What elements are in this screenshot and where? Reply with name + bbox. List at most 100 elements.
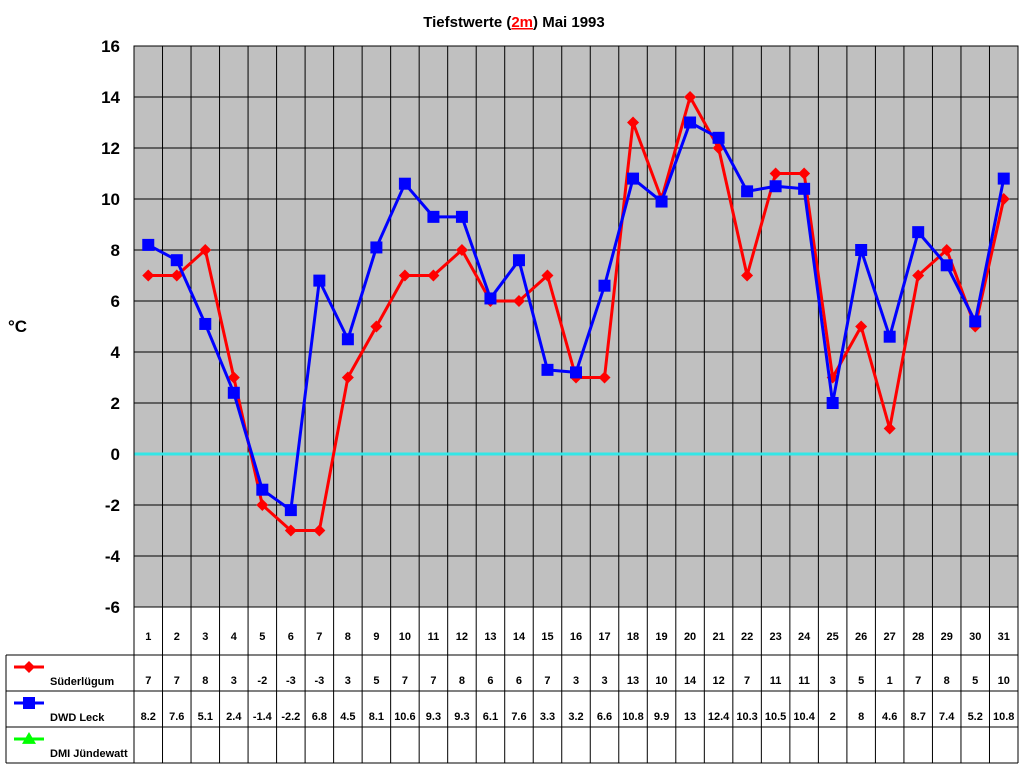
- y-tick-label: 16: [101, 37, 120, 56]
- data-point-dwd-leck: [769, 180, 782, 193]
- data-label-dwd-leck: 4.6: [882, 711, 897, 723]
- data-point-dwd-leck: [940, 259, 953, 272]
- data-point-dwd-leck: [712, 131, 725, 144]
- data-point-dwd-leck: [798, 182, 811, 195]
- x-tick-label: 2: [174, 631, 180, 643]
- data-label-dwd-leck: 6.6: [597, 711, 612, 723]
- data-label-s-derl-gum: 3: [231, 675, 237, 687]
- plot-area: 16 14 12 10 8 6 4 2 0 -2 -4 -6: [101, 37, 1019, 617]
- data-point-dwd-leck: [199, 317, 212, 330]
- data-point-dwd-leck: [427, 210, 440, 223]
- x-tick-label: 18: [627, 631, 639, 643]
- data-label-dwd-leck: 12.4: [708, 711, 730, 723]
- data-label-s-derl-gum: 14: [684, 675, 697, 687]
- data-point-dwd-leck: [655, 195, 668, 208]
- data-label-s-derl-gum: 8: [459, 675, 465, 687]
- data-label-dwd-leck: 8.1: [369, 711, 384, 723]
- data-label-dwd-leck: 7.6: [169, 711, 184, 723]
- data-point-dwd-leck: [370, 241, 383, 254]
- data-point-s-derl-gum: [627, 116, 640, 129]
- data-point-dwd-leck: [313, 274, 326, 287]
- data-label-s-derl-gum: 6: [487, 675, 493, 687]
- data-point-s-derl-gum: [170, 269, 183, 282]
- data-label-s-derl-gum: 8: [944, 675, 950, 687]
- legend-marker-dmi-j-ndewatt: [22, 732, 36, 744]
- data-point-s-derl-gum: [142, 269, 155, 282]
- x-tick-label: 21: [712, 631, 724, 643]
- y-tick-label: -2: [105, 496, 120, 515]
- x-tick-label: 27: [884, 631, 896, 643]
- data-point-dwd-leck: [512, 254, 525, 267]
- data-label-dwd-leck: 8.2: [141, 711, 156, 723]
- data-label-dwd-leck: 8: [858, 711, 864, 723]
- data-point-dwd-leck: [627, 172, 640, 185]
- data-point-s-derl-gum: [684, 91, 697, 103]
- data-label-s-derl-gum: 7: [744, 675, 750, 687]
- x-tick-label: 3: [202, 631, 208, 643]
- plot-border: [133, 45, 1019, 608]
- data-point-s-derl-gum: [883, 422, 896, 435]
- data-label-s-derl-gum: 5: [972, 675, 978, 687]
- data-label-s-derl-gum: 7: [145, 675, 151, 687]
- data-label-dwd-leck: -1.4: [253, 711, 273, 723]
- y-tick-label: -4: [105, 547, 121, 566]
- data-label-dwd-leck: 2.4: [226, 711, 242, 723]
- data-point-dwd-leck: [142, 238, 155, 251]
- data-point-dwd-leck: [826, 397, 839, 409]
- data-label-dwd-leck: 6.8: [312, 711, 327, 723]
- data-point-dwd-leck: [912, 226, 925, 239]
- data-label-dwd-leck: 9.3: [454, 711, 469, 723]
- chart-title-part1: Tiefstwerte (: [423, 14, 511, 31]
- x-tick-label: 4: [231, 631, 238, 643]
- data-label-s-derl-gum: 7: [402, 675, 408, 687]
- data-point-dwd-leck: [455, 210, 468, 223]
- data-point-s-derl-gum: [798, 167, 811, 180]
- y-tick-label: 12: [101, 139, 120, 158]
- data-point-s-derl-gum: [512, 295, 525, 307]
- data-table: 1 2 3 4 5 6 7 8 9 10 11 12 13 14 15 16 17 18 19 20 21 22 23 24 2…: [5, 607, 1019, 764]
- data-label-dwd-leck: 10.4: [793, 711, 815, 723]
- data-point-dwd-leck: [598, 279, 611, 292]
- y-tick-label: 10: [101, 190, 120, 209]
- data-label-s-derl-gum: 6: [516, 675, 522, 687]
- data-label-dwd-leck: 4.5: [340, 711, 355, 723]
- legend-marker-s-derl-gum: [23, 661, 35, 673]
- data-point-dwd-leck: [398, 177, 411, 190]
- data-point-dwd-leck: [883, 330, 896, 343]
- chart-title-part2: ) Mai 1993: [533, 14, 605, 31]
- data-label-s-derl-gum: 11: [770, 675, 782, 687]
- data-point-s-derl-gum: [398, 269, 411, 282]
- data-label-dwd-leck: 10.3: [736, 711, 757, 723]
- data-label-s-derl-gum: 10: [655, 675, 667, 687]
- x-tick-label: 19: [655, 631, 667, 643]
- data-label-dwd-leck: 2: [830, 711, 836, 723]
- data-label-s-derl-gum: 7: [915, 675, 921, 687]
- x-tick-label: 9: [373, 631, 379, 643]
- data-label-dwd-leck: 10.8: [993, 711, 1014, 723]
- y-tick-label: 4: [111, 343, 121, 362]
- data-point-dwd-leck: [684, 116, 697, 129]
- series-dwd-leck: [142, 116, 1010, 517]
- x-tick-label: 6: [288, 631, 294, 643]
- x-tick-label: 23: [769, 631, 781, 643]
- data-point-dwd-leck: [256, 483, 269, 496]
- data-label-dwd-leck: 9.3: [426, 711, 441, 723]
- data-label-s-derl-gum: 7: [430, 675, 436, 687]
- data-label-s-derl-gum: 11: [798, 675, 810, 687]
- data-label-s-derl-gum: -2: [257, 675, 267, 687]
- data-label-s-derl-gum: 1: [887, 675, 893, 687]
- data-point-dwd-leck: [997, 172, 1010, 185]
- x-tick-label: 15: [541, 631, 553, 643]
- data-point-s-derl-gum: [940, 244, 953, 256]
- data-point-s-derl-gum: [227, 371, 240, 384]
- data-label-s-derl-gum: 3: [830, 675, 836, 687]
- data-label-dwd-leck: 10.6: [394, 711, 415, 723]
- data-label-dwd-leck: 7.6: [511, 711, 526, 723]
- legend-label-dmi-j-ndewatt: DMI Jündewatt: [50, 748, 128, 760]
- data-label-dwd-leck: 5.2: [968, 711, 983, 723]
- data-point-s-derl-gum: [455, 244, 468, 256]
- data-label-s-derl-gum: -3: [286, 675, 296, 687]
- y-tick-label: 6: [111, 292, 120, 311]
- y-tick-label: 8: [111, 241, 120, 260]
